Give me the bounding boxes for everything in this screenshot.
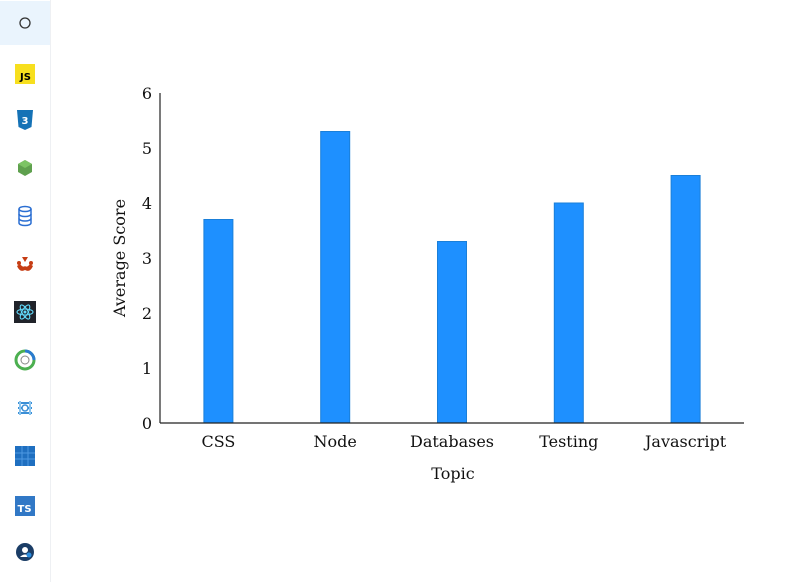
y-tick-label: 1 [142,359,152,378]
sidebar-item-layered[interactable] [0,386,50,430]
sidebar-item-css[interactable]: 3 [0,98,50,142]
database-icon [18,205,32,227]
jest-icon [17,257,33,271]
circle-home-icon [19,17,31,29]
sidebar-item-profile[interactable] [0,530,50,574]
x-tick-label: CSS [201,432,235,451]
bar [670,175,701,424]
sidebar-item-node[interactable] [0,146,50,190]
y-axis-title: Average Score [110,199,129,318]
bar [203,219,234,424]
bar [437,241,467,424]
bar [320,131,351,424]
blue-grid-icon [15,446,35,466]
svg-text:JS: JS [19,72,31,83]
circular-logo-icon [14,349,36,371]
css3-icon: 3 [17,110,33,130]
sidebar-item-typescript[interactable]: TS [0,484,50,528]
x-tick-label: Databases [410,432,494,451]
sidebar-item-testing[interactable] [0,242,50,286]
typescript-icon: TS [15,496,35,516]
nodejs-icon [18,160,32,176]
y-tick-label: 5 [142,139,152,158]
javascript-icon: JS [15,64,35,84]
sidebar-item-react[interactable] [0,290,50,334]
sidebar-item-circular[interactable] [0,338,50,382]
sidebar-item-database[interactable] [0,194,50,238]
x-tick-label: Javascript [643,432,727,451]
y-tick-label: 6 [142,84,152,103]
bar [553,202,584,424]
sidebar: JS 3 TS [0,0,51,582]
y-tick-label: 2 [142,304,152,323]
layered-logo-icon [18,401,32,415]
x-axis-title: Topic [431,464,474,483]
user-profile-icon [16,543,34,561]
svg-text:TS: TS [18,504,32,515]
react-icon [14,301,36,323]
y-tick-label: 3 [142,249,152,268]
sidebar-item-home[interactable] [0,1,50,45]
y-tick-label: 0 [142,414,152,433]
x-tick-labels: CSS Node Databases Testing Javascript [201,432,726,451]
sidebar-item-javascript[interactable]: JS [0,52,50,96]
x-tick-label: Testing [539,432,598,451]
y-tick-label: 4 [142,194,152,213]
svg-text:3: 3 [22,116,29,127]
y-tick-labels: 0 1 2 3 4 5 6 [142,84,152,433]
sidebar-item-grid[interactable] [0,434,50,478]
x-tick-label: Node [314,432,357,451]
bars-group [203,131,701,424]
